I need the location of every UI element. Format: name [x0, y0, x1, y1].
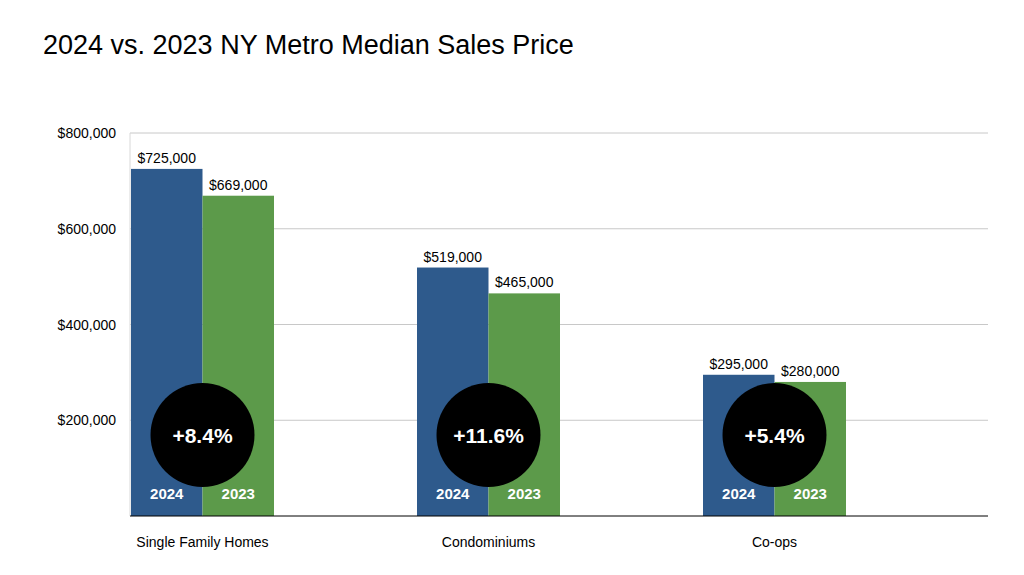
y-tick-label: $400,000 — [58, 317, 117, 333]
series-label: 2023 — [508, 485, 541, 502]
annotation-circle — [723, 383, 827, 487]
y-tick-label: $800,000 — [58, 125, 117, 141]
series-label: 2024 — [150, 485, 184, 502]
annotation: +5.4% — [744, 424, 804, 447]
data-label: $519,000 — [424, 249, 483, 265]
grid-line — [130, 133, 988, 134]
annotation: +11.6% — [453, 424, 524, 447]
data-label: $280,000 — [781, 363, 840, 379]
chart-title: 2024 vs. 2023 NY Metro Median Sales Pric… — [43, 30, 574, 60]
y-axis-line — [130, 133, 131, 516]
x-tick-label: Co-ops — [752, 534, 797, 550]
data-label: $465,000 — [495, 274, 554, 290]
y-tick-label: $600,000 — [58, 221, 117, 237]
chart-container: 2024 vs. 2023 NY Metro Median Sales Pric… — [0, 0, 1024, 575]
annotation-circle — [437, 383, 541, 487]
labels: $725,000 $519,000 $295,000 $669,000 $465,000… — [138, 150, 840, 502]
annotation-circle — [151, 383, 255, 487]
series-label: 2023 — [222, 485, 255, 502]
x-axis-line — [130, 516, 988, 517]
data-label: $725,000 — [138, 150, 197, 166]
series-label: 2024 — [722, 485, 756, 502]
x-tick-label: Condominiums — [442, 534, 535, 550]
data-label: $669,000 — [209, 177, 268, 193]
series-label: 2023 — [794, 485, 827, 502]
series-label: 2024 — [436, 485, 470, 502]
data-label: $295,000 — [710, 356, 769, 372]
x-tick-label: Single Family Homes — [136, 534, 268, 550]
y-tick-label: $200,000 — [58, 412, 117, 428]
chart-svg: 2024 vs. 2023 NY Metro Median Sales Pric… — [0, 0, 1024, 575]
bars — [131, 169, 846, 516]
annotation: +8.4% — [172, 424, 232, 447]
